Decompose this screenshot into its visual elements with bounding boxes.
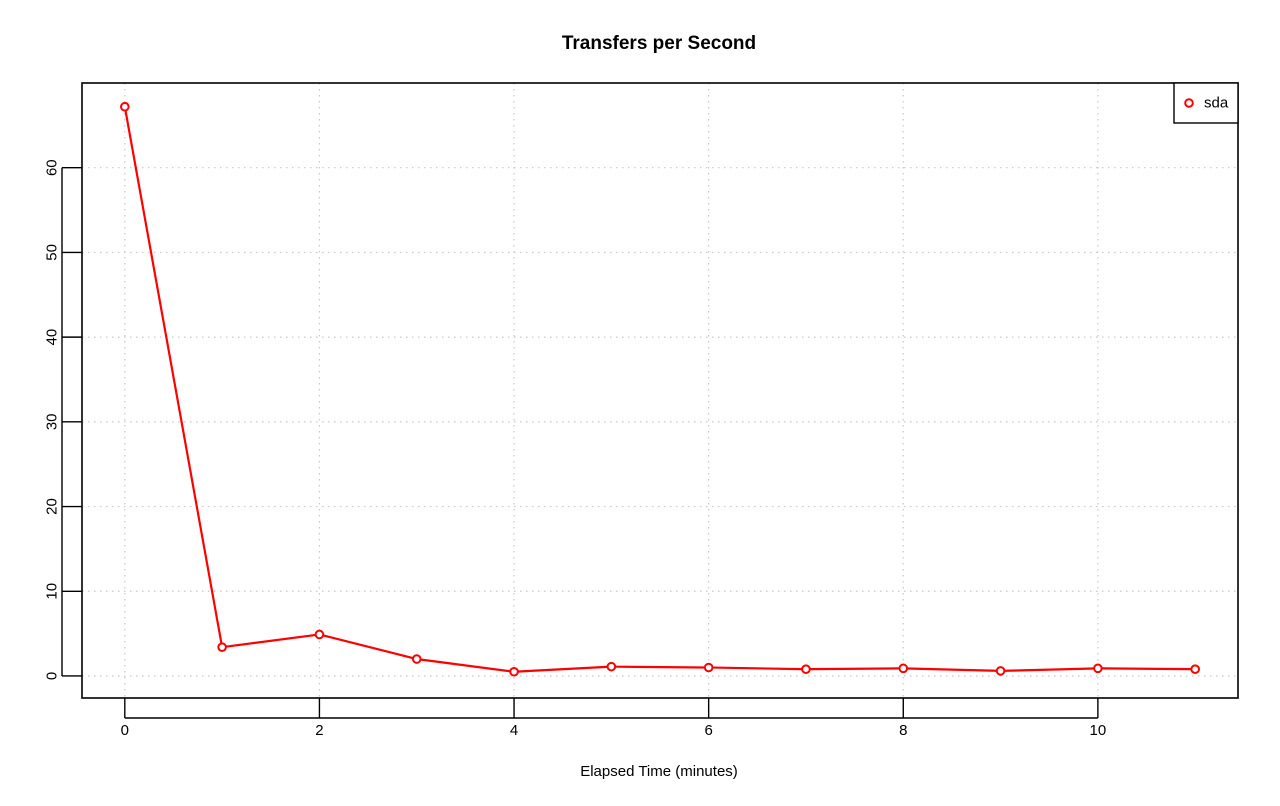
series-line-segment [322,634,414,660]
x-tick-label: 8 [899,722,907,739]
series-line-segment [420,658,511,673]
x-axis-label: Elapsed Time (minutes) [580,763,738,780]
data-point [898,663,909,674]
series-layer [120,101,1200,677]
x-tick-label: 10 [1090,722,1107,739]
data-point [1093,663,1103,674]
chart-title: Transfers per Second [562,33,756,54]
data-point [217,642,227,652]
y-tick-label: 40 [44,329,61,346]
data-point [995,666,1006,676]
legend-label: sda [1204,95,1229,112]
series-line-segment [1004,667,1095,672]
y-tick-label: 10 [44,583,61,600]
series-line-segment [712,666,803,671]
data-point [801,664,811,674]
y-tick-label: 50 [44,244,61,261]
series-line-segment [225,633,316,648]
data-point [509,666,519,677]
series-line-segment [614,665,706,669]
series-line-segment [906,667,998,672]
legend: sda [1173,82,1239,124]
y-tick-label: 30 [44,413,61,430]
y-axis: 0 10 20 30 40 50 60 [44,159,82,680]
series-line-segment [517,665,608,673]
y-tick-label: 0 [44,672,61,680]
x-tick-label: 2 [315,722,323,739]
y-tick-label: 60 [44,159,61,176]
data-point [120,101,130,112]
data-point [411,654,422,664]
x-tick-label: 4 [510,722,518,739]
x-axis: 0 2 4 6 8 10 [121,698,1107,739]
plot-frame [81,82,1239,699]
series-line-segment [124,110,223,644]
data-point [606,661,617,672]
x-tick-label: 0 [121,722,129,739]
data-point [1190,664,1200,674]
legend-marker [1184,98,1194,108]
data-point [314,629,325,640]
series-line-segment [1101,667,1192,671]
grid-layer [82,83,1238,698]
x-tick-label: 6 [704,722,712,739]
data-point [703,662,714,673]
series-line-segment [809,667,900,671]
y-tick-label: 20 [44,498,61,515]
